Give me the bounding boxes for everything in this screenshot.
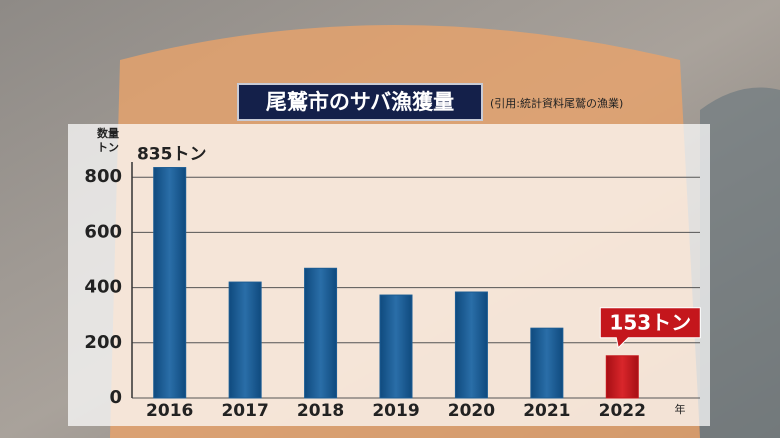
bar bbox=[379, 294, 413, 399]
x-unit: 年 bbox=[675, 402, 686, 416]
y-tick-label: 200 bbox=[84, 332, 122, 353]
x-tick-label: 2020 bbox=[448, 401, 495, 421]
bar bbox=[605, 355, 639, 399]
y-axis-label: 数量 bbox=[97, 126, 119, 140]
chart-title: 尾鷲市のサバ漁獲量 bbox=[266, 90, 454, 114]
y-tick-label: 800 bbox=[84, 166, 122, 187]
y-tick-label: 600 bbox=[84, 221, 122, 242]
bar bbox=[454, 291, 488, 399]
bar bbox=[304, 267, 338, 399]
callout-box bbox=[599, 307, 701, 349]
bar bbox=[530, 327, 564, 399]
bar bbox=[153, 167, 187, 399]
y-axis-label: トン bbox=[97, 141, 119, 154]
x-tick-label: 2017 bbox=[221, 401, 268, 421]
fish bbox=[700, 87, 780, 438]
y-tick-label: 400 bbox=[84, 277, 122, 298]
source: (引用:統計資料尾鷲の漁業) bbox=[490, 96, 623, 110]
x-tick-label: 2021 bbox=[523, 401, 570, 421]
x-tick-label: 2018 bbox=[297, 401, 344, 421]
x-tick-label: 2022 bbox=[599, 401, 646, 421]
x-tick-label: 2019 bbox=[372, 401, 419, 421]
y-tick-label: 0 bbox=[109, 387, 122, 408]
x-tick-label: 2016 bbox=[146, 401, 193, 421]
value-label: 153トン bbox=[609, 310, 691, 334]
title-box bbox=[237, 83, 483, 121]
value-label: 835トン bbox=[137, 145, 207, 165]
bar bbox=[228, 281, 262, 399]
